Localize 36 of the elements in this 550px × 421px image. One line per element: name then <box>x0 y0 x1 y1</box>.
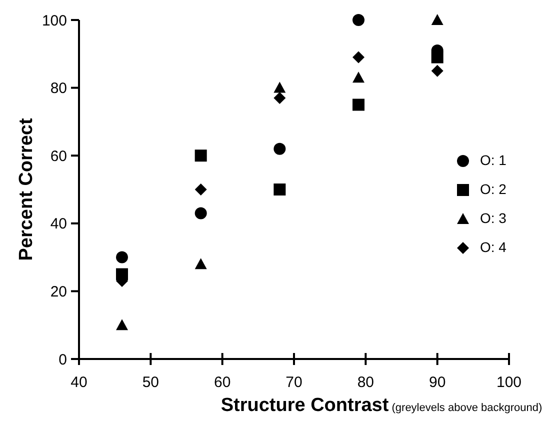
legend-label: O: 3 <box>480 210 507 226</box>
y-tick-label: 40 <box>50 216 67 233</box>
point <box>116 319 128 330</box>
y-tick-label: 100 <box>42 12 67 30</box>
point <box>352 72 364 83</box>
point <box>274 142 286 155</box>
point <box>116 251 128 264</box>
y-axis-title: Percent Correct <box>16 118 37 261</box>
legend-label: O: 2 <box>480 180 507 197</box>
x-tick-label: 60 <box>214 374 231 391</box>
point <box>274 184 286 196</box>
point <box>194 184 207 196</box>
x-tick-label: 40 <box>70 374 88 391</box>
point <box>352 98 364 111</box>
point <box>194 258 207 270</box>
x-tick-label: 80 <box>357 374 374 391</box>
x-tick-label: 70 <box>286 374 302 391</box>
point <box>274 92 286 104</box>
point <box>431 64 444 77</box>
x-tick-label: 90 <box>428 374 446 391</box>
x-axis-title: Structure Contrast (greylevels above background) <box>220 395 542 416</box>
y-tick-label: 0 <box>58 351 67 368</box>
x-tick-label: 50 <box>142 374 160 391</box>
y-tick-label: 80 <box>50 80 67 98</box>
point <box>194 207 207 220</box>
y-tick-label: 60 <box>50 148 67 165</box>
point <box>274 82 286 93</box>
legend-label: O: 4 <box>480 238 507 255</box>
legend-label: O: 1 <box>480 152 507 168</box>
point <box>352 51 364 64</box>
x-tick-label: 100 <box>496 374 522 391</box>
point <box>431 51 444 64</box>
y-tick-label: 20 <box>50 283 67 300</box>
point <box>431 14 444 25</box>
point <box>352 14 364 26</box>
point <box>194 150 207 162</box>
